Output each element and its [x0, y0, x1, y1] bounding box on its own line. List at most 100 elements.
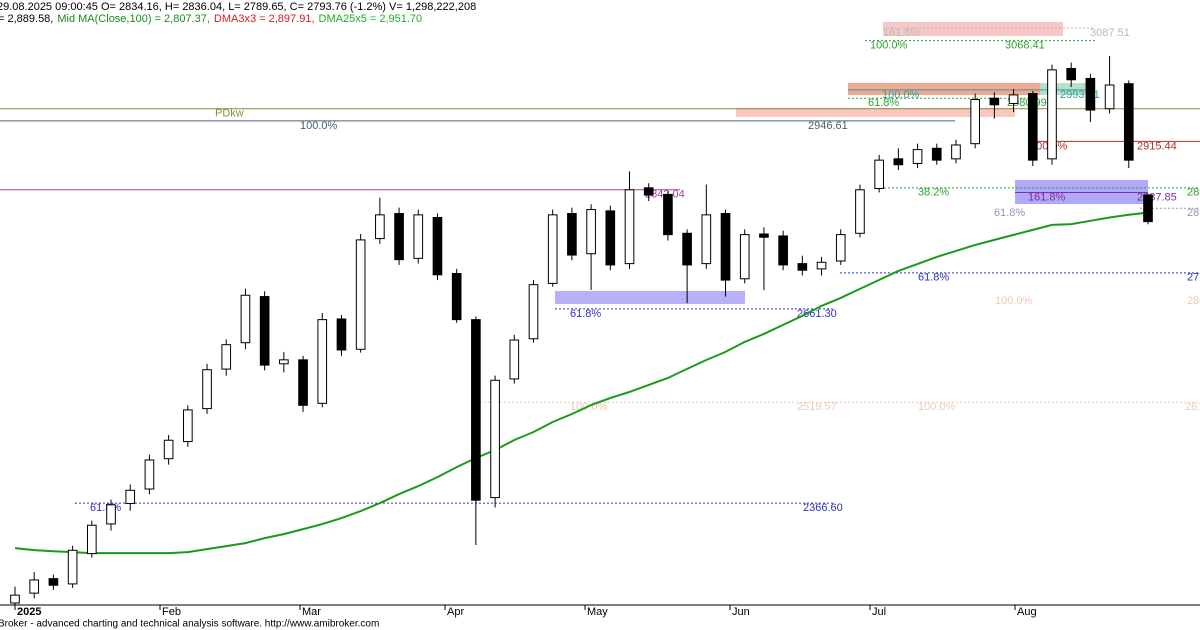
candle-body — [624, 189, 635, 265]
level-label: 281 — [1187, 207, 1200, 219]
x-tick-label: Aug — [1017, 606, 1037, 618]
x-tick-label: Mar — [302, 606, 321, 618]
candle-body — [10, 594, 20, 604]
candle-body — [1143, 194, 1153, 223]
candle-body — [1027, 93, 1038, 161]
candle-body — [125, 489, 136, 505]
level-label: 161.8% — [883, 27, 921, 39]
level-label: 2661.30 — [797, 308, 837, 320]
level-label: PDkw — [215, 108, 244, 120]
level-label: 280 — [1187, 295, 1200, 307]
level-label: 2837.85 — [1137, 191, 1177, 203]
candle-body — [835, 234, 846, 262]
candle-body — [163, 439, 174, 460]
candle-body — [471, 319, 481, 501]
candle-body — [586, 209, 596, 255]
candle-body — [1104, 84, 1115, 110]
candle-body — [759, 233, 769, 238]
zone — [883, 22, 1063, 36]
candle-body — [67, 549, 78, 585]
candle-body — [874, 159, 884, 189]
candle-body — [336, 318, 347, 351]
candle-body — [86, 524, 97, 555]
x-tick-label: May — [587, 606, 608, 618]
candle-body — [970, 99, 980, 145]
candle-body — [317, 319, 328, 404]
candle-body — [221, 344, 232, 370]
candle-body — [29, 579, 40, 594]
level-label: 283 — [1187, 187, 1200, 199]
candle-body — [144, 459, 155, 490]
level-label: 3068.41 — [1005, 39, 1045, 51]
zone — [1015, 180, 1148, 204]
candle-body — [259, 296, 270, 366]
level-label: 2519.57 — [797, 401, 837, 413]
level-label: 3087.51 — [1090, 27, 1130, 39]
zone — [736, 108, 1015, 117]
candle-body — [490, 379, 500, 499]
moving-average — [14, 211, 1149, 555]
legend-entry: = 2,889.58, — [0, 13, 53, 25]
candle-body — [1047, 69, 1057, 160]
candle-body — [1008, 94, 1019, 104]
level-label: 100.0% — [870, 39, 908, 51]
legend-entry: Mid MA(Close,100) = 2,807.37, — [57, 13, 210, 25]
x-tick-label: 2025 — [17, 606, 41, 618]
candle-body — [951, 144, 961, 160]
level-label: 61.8% — [90, 502, 121, 514]
level-label: 61.8% — [918, 272, 949, 284]
candle-body — [1085, 77, 1096, 111]
x-tick-label: Jul — [872, 606, 886, 618]
candle-body — [893, 158, 904, 166]
legend-entry: DMA3x3 = 2,897.91, — [214, 13, 315, 25]
level-label: 61.8% — [868, 97, 899, 109]
candle-body — [720, 213, 731, 281]
candle-body — [567, 213, 577, 256]
candle-body — [682, 232, 692, 266]
level-label: 271 — [1187, 272, 1200, 284]
level-label: 61.8% — [570, 308, 601, 320]
candle-body — [605, 210, 616, 266]
level-label: 61.8% — [994, 207, 1025, 219]
level-label: 100.0% — [918, 401, 956, 413]
level-label: 2946.61 — [808, 120, 848, 132]
candle-body — [279, 359, 289, 365]
legend-entry: DMA25x5 = 2,951.70 — [319, 13, 423, 25]
candle-body — [298, 359, 308, 406]
candle-body — [528, 284, 539, 340]
level-label: 2915.44 — [1137, 140, 1177, 152]
zones — [555, 22, 1148, 304]
x-tick-label: Jun — [732, 606, 750, 618]
zone — [848, 83, 1040, 95]
candle-body — [202, 369, 212, 410]
candle-body — [355, 239, 366, 350]
candle-body — [739, 234, 750, 280]
zone — [555, 291, 745, 304]
candle-body — [375, 214, 385, 240]
footer: Broker - advanced charting and technical… — [0, 619, 379, 630]
level-label: 100.0% — [882, 89, 920, 101]
level-label: 261 — [1185, 401, 1200, 413]
candle-body — [912, 149, 923, 164]
x-tick-label: Apr — [447, 606, 464, 618]
candle-body — [1123, 83, 1134, 161]
candle-body — [1066, 68, 1077, 81]
candle-body — [701, 214, 712, 265]
candle-body — [643, 187, 654, 196]
candle-body — [778, 235, 788, 266]
candle-body — [816, 261, 827, 270]
candle-body — [547, 214, 558, 284]
candle-body — [394, 213, 404, 261]
candle-body — [413, 214, 424, 259]
candle-body — [451, 273, 462, 321]
level-label: 161.8% — [1028, 191, 1066, 203]
candle-body — [989, 97, 1000, 106]
header: 29.08.2025 09:00:45 O= 2834.16, H= 2836.… — [0, 1, 476, 13]
candle-body — [106, 504, 116, 525]
candle-body — [240, 294, 251, 344]
candle-body — [931, 147, 942, 161]
candle-body — [663, 193, 673, 236]
candle-body — [432, 216, 443, 276]
